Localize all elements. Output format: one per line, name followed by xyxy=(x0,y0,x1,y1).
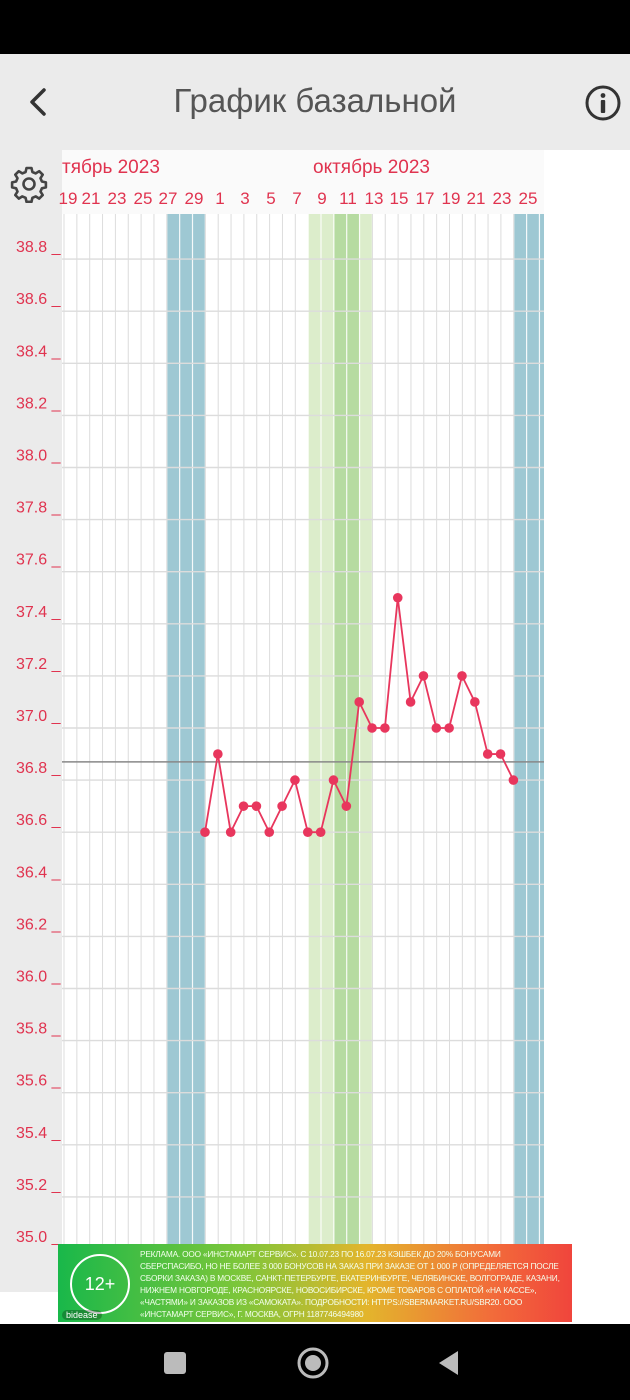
y-tick-label: 35.0 _ xyxy=(16,1229,62,1246)
home-circle-icon[interactable] xyxy=(296,1346,330,1380)
temperature-point xyxy=(341,801,352,811)
temperature-point xyxy=(238,801,249,811)
temperature-point xyxy=(328,775,339,785)
temperature-point xyxy=(470,697,480,707)
x-tick-label: 23 xyxy=(108,189,127,208)
y-tick-label: 35.4 _ xyxy=(16,1125,62,1142)
temperature-point xyxy=(508,775,519,785)
x-tick-label: 9 xyxy=(317,189,326,208)
back-triangle-icon[interactable] xyxy=(432,1346,466,1380)
y-tick-label: 38.4 _ xyxy=(16,343,62,360)
y-tick-label: 37.4 _ xyxy=(16,604,62,621)
temperature-point xyxy=(225,827,236,837)
temperature-point xyxy=(444,723,454,733)
x-tick-label: 3 xyxy=(240,189,249,208)
temperature-point xyxy=(482,749,493,759)
y-tick-label: 35.2 _ xyxy=(16,1177,62,1194)
temperature-point xyxy=(264,827,275,837)
y-tick-label: 38.0 _ xyxy=(16,448,62,465)
plot-background xyxy=(62,214,544,1292)
y-tick-label: 36.8 _ xyxy=(16,760,62,777)
y-tick-label: 38.6 _ xyxy=(16,291,62,308)
temperature-point xyxy=(431,723,442,733)
back-arrow-icon[interactable] xyxy=(18,82,58,122)
temperature-point xyxy=(367,723,377,733)
recents-square-icon[interactable] xyxy=(158,1346,192,1380)
x-tick-label: 17 xyxy=(416,189,435,208)
y-tick-label: 36.6 _ xyxy=(16,812,62,829)
x-tick-label: 1 xyxy=(215,189,224,208)
temperature-point xyxy=(354,697,365,707)
temperature-point xyxy=(495,749,506,759)
x-tick-label: 21 xyxy=(467,189,486,208)
y-tick-label: 36.2 _ xyxy=(16,916,62,933)
y-tick-label: 35.8 _ xyxy=(16,1021,62,1038)
y-tick-label: 36.0 _ xyxy=(16,969,62,986)
x-tick-label: 5 xyxy=(266,189,275,208)
x-tick-label: 29 xyxy=(185,189,204,208)
x-tick-label: 15 xyxy=(390,189,409,208)
temperature-point xyxy=(405,697,416,707)
ad-brand-label: bidease xyxy=(62,1310,102,1320)
app-bar: График базальной xyxy=(0,54,630,150)
temperature-point xyxy=(315,827,326,837)
temperature-point xyxy=(290,775,300,785)
temperature-point xyxy=(392,592,403,603)
x-tick-label: 13 xyxy=(365,189,384,208)
age-rating-badge: 12+ xyxy=(70,1254,130,1314)
status-bar xyxy=(0,0,630,54)
system-nav-bar xyxy=(0,1324,630,1400)
info-icon[interactable] xyxy=(584,84,622,122)
bbt-chart[interactable]: 38.8 _ 38.6 _ 38.4 _ 38.2 _ 38.0 _ 37.8 _ 37.6… xyxy=(0,150,630,1292)
chart-header-strip xyxy=(62,150,544,214)
x-tick-label: 19 xyxy=(59,189,78,208)
temperature-point xyxy=(213,749,223,759)
x-tick-label: 27 xyxy=(159,189,178,208)
y-tick-label: 38.8 _ xyxy=(16,239,62,256)
temperature-point xyxy=(277,801,287,811)
y-tick-label: 38.2 _ xyxy=(16,395,62,412)
x-tick-label: 25 xyxy=(519,189,538,208)
temperature-point xyxy=(200,827,210,837)
y-tick-label: 36.4 _ xyxy=(16,864,62,881)
y-tick-label: 37.0 _ xyxy=(16,708,62,725)
y-axis-panel xyxy=(0,150,62,1292)
temperature-point xyxy=(303,827,313,837)
temperature-point xyxy=(380,723,390,733)
month-label: тябрь 2023 xyxy=(62,157,160,178)
y-tick-label: 37.6 _ xyxy=(16,552,62,569)
settings-gear-icon[interactable] xyxy=(10,165,48,203)
page-title: График базальной xyxy=(173,82,457,119)
ad-banner[interactable]: 12+ bidease РЕКЛАМА. ООО «ИНСТАМАРТ СЕРВ… xyxy=(58,1244,572,1322)
x-tick-label: 19 xyxy=(442,189,461,208)
y-tick-label: 37.2 _ xyxy=(16,656,62,673)
y-tick-label: 35.6 _ xyxy=(16,1073,62,1090)
x-tick-label: 21 xyxy=(82,189,101,208)
x-tick-label: 23 xyxy=(493,189,512,208)
month-label: октябрь 2023 xyxy=(313,157,430,178)
temperature-point xyxy=(457,671,467,681)
x-tick-label: 25 xyxy=(134,189,153,208)
x-tick-label: 11 xyxy=(339,189,357,208)
menstruation-band xyxy=(167,214,205,1292)
ad-disclaimer-text: РЕКЛАМА. ООО «ИНСТАМАРТ СЕРВИС». С 10.07… xyxy=(140,1249,560,1318)
temperature-point xyxy=(251,801,262,811)
x-tick-label: 7 xyxy=(292,189,301,208)
y-tick-label: 37.8 _ xyxy=(16,500,62,517)
temperature-point xyxy=(418,671,429,681)
